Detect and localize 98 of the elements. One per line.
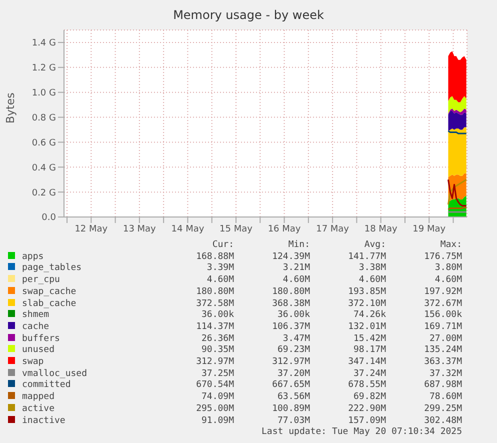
text: 372.10M (347, 298, 386, 310)
text: 169.71M (423, 322, 462, 334)
legend-label: inactive (21, 416, 66, 428)
text: 3.21M (282, 263, 310, 275)
text: 180.80M (271, 286, 310, 299)
x-tick-label: 16 May (268, 224, 302, 234)
y-tick-label: 0.4 G (32, 163, 56, 174)
text: 157.09M (347, 416, 386, 427)
text: 312.97M (195, 357, 234, 369)
text: 312.97M (271, 357, 310, 369)
text: 197.92M (423, 286, 462, 299)
text: 141.77M (347, 252, 386, 263)
legend-label: apps (21, 252, 45, 263)
text: Avg: (363, 240, 386, 252)
text: 26.36M (200, 334, 234, 345)
text: 74.26k (352, 310, 386, 322)
text: 91.09M (200, 416, 234, 428)
y-axis-title: Bytes (4, 92, 17, 124)
text: 295.00M (195, 404, 234, 416)
text: 372.67M (423, 298, 462, 310)
text: 69.82M (352, 392, 386, 404)
legend-label: buffers (21, 334, 61, 345)
x-tick-label: 18 May (364, 224, 398, 234)
text: Min: (287, 240, 310, 252)
legend-label: slab_cache (21, 298, 78, 310)
y-tick-label: 1.2 G (32, 64, 56, 74)
x-tick-label: 14 May (171, 224, 205, 234)
text: 132.01M (347, 322, 386, 334)
text: 168.88M (195, 252, 234, 263)
x-tick-label: 17 May (316, 224, 350, 234)
text: 15.42M (352, 334, 386, 345)
y-tick-label: 0.6 G (32, 138, 56, 148)
text: 156.00k (423, 310, 462, 322)
text: 3.47M (282, 334, 310, 345)
text: 176.75M (423, 252, 462, 263)
text: 37.20M (276, 368, 310, 380)
text: 3.80M (434, 263, 462, 275)
chart-title: Memory usage - by week (172, 7, 325, 24)
text: 302.48M (423, 416, 462, 427)
text: 3.38M (358, 263, 386, 275)
legend-label: cache (21, 322, 50, 334)
text: 37.24M (352, 368, 386, 380)
text: 90.35M (200, 345, 234, 357)
legend-label: swap (21, 357, 45, 369)
text: 4.60M (434, 275, 462, 287)
text: 299.25M (423, 404, 462, 416)
text: 193.85M (347, 286, 386, 299)
text: 687.98M (423, 380, 462, 392)
y-tick-label: 1.4 G (32, 38, 56, 49)
legend-label: vmalloc_used (21, 368, 88, 380)
text: Cur: (211, 240, 234, 252)
text: 114.37M (195, 322, 234, 334)
text: 77.03M (276, 416, 310, 427)
text: 78.60M (428, 392, 462, 404)
text: 4.60M (282, 275, 310, 287)
x-tick-label: 15 May (220, 224, 254, 234)
text: 678.55M (347, 380, 386, 392)
x-tick-label: 13 May (122, 224, 157, 234)
legend-label: swap_cache (21, 286, 78, 299)
text: 74.09M (200, 392, 234, 404)
y-tick-label: 0.0 (42, 213, 56, 224)
text: 4.60M (206, 275, 234, 287)
text: 100.89M (271, 404, 310, 416)
y-tick-label: 1.0 G (32, 88, 56, 99)
text: 37.32M (428, 368, 462, 380)
legend-label: page_tables (21, 263, 83, 276)
legend-label: shmem (21, 310, 50, 322)
x-tick-label: 12 May (74, 224, 108, 234)
legend-label: active (21, 404, 56, 416)
text: 667.65M (271, 380, 310, 392)
legend-label: per_cpu (21, 275, 61, 287)
text: 124.39M (271, 252, 310, 263)
text: 63.56M (276, 392, 310, 404)
y-tick-label: 0.8 G (32, 113, 56, 124)
text: 69.23M (276, 345, 310, 357)
text: 36.00k (200, 310, 234, 322)
text: 363.37M (423, 357, 462, 369)
text: 98.17M (352, 345, 386, 357)
text: 368.38M (271, 298, 310, 310)
text: 180.80M (195, 286, 234, 299)
text: Last update: Tue May 20 07:10:34 2025 (260, 427, 462, 439)
text: 222.90M (347, 404, 386, 416)
text: 36.00k (276, 310, 310, 322)
legend-label: unused (21, 345, 56, 358)
legend-label: committed (21, 380, 72, 392)
text: 135.24M (423, 345, 462, 357)
y-tick-label: 0.2 G (32, 188, 56, 198)
text: 37.25M (200, 368, 234, 380)
text: 3.39M (206, 263, 234, 275)
legend-label: mapped (21, 392, 56, 404)
text: 4.60M (358, 275, 386, 287)
x-tick-label: 19 May (412, 224, 446, 234)
text: 347.14M (347, 357, 386, 369)
text: Max: (439, 240, 462, 252)
text: 106.37M (271, 322, 310, 334)
text: 670.54M (195, 380, 234, 392)
text: 27.00M (428, 334, 462, 345)
text: 372.58M (195, 298, 234, 310)
